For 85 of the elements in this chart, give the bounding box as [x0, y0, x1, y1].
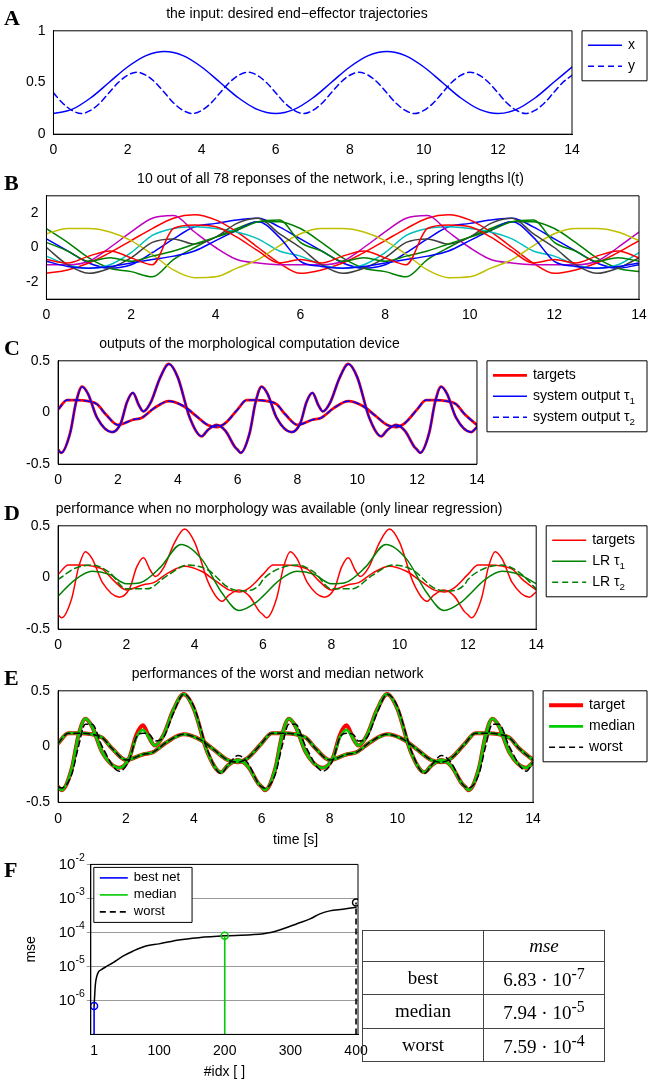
text: 7.94 · 10$^{-5}$ — [503, 998, 585, 1024]
x-tick-label: 4 — [197, 141, 206, 158]
text: B — [4, 169, 19, 195]
x-tick-label: 8 — [325, 809, 334, 826]
x-tick-label: 6 — [233, 471, 242, 488]
x-tick-label: 14 — [525, 809, 542, 826]
x-tick-label: 8 — [293, 471, 302, 488]
y-tick-label: 0 — [37, 125, 46, 142]
y-tick-label: 0 — [42, 568, 51, 585]
x-tick-label: 4 — [189, 809, 198, 826]
x-tick-label: 300 — [278, 1041, 303, 1058]
y-tick-label: -2 — [26, 272, 39, 289]
y-tick-label: -0.5 — [26, 620, 51, 637]
category-label: best — [362, 961, 484, 995]
x-tick-label: 4 — [190, 636, 199, 653]
legend-label: median — [133, 886, 177, 902]
x-tick-label: 12 — [457, 809, 474, 826]
text: mse — [483, 930, 605, 962]
x-tick-label: 1 — [90, 1041, 99, 1058]
y-tick-label: -0.5 — [26, 455, 51, 472]
legend-label: targets — [592, 531, 636, 548]
text: D — [4, 499, 20, 525]
x-tick-label: 6 — [271, 141, 280, 158]
y-tick-label: -0.5 — [26, 793, 51, 810]
y-tick-label: 0.5 — [30, 351, 51, 368]
legend-label: target — [589, 696, 625, 713]
chart-title: performance when no morphology was available (only linear regression) — [55, 500, 503, 517]
category-label: median — [362, 994, 484, 1029]
x-tick-label: 4 — [211, 306, 220, 323]
y-tick-label: 0 — [42, 403, 51, 420]
legend-label: targets — [532, 366, 576, 383]
x-tick-label: 100 — [147, 1041, 171, 1058]
x-tick-label: 2 — [114, 471, 123, 488]
x-tick-label: 14 — [631, 306, 647, 323]
x-tick-label: 2 — [122, 636, 131, 653]
text: F — [4, 856, 18, 882]
x-tick-label: 10 — [416, 141, 432, 158]
x-tick-label: 2 — [123, 141, 132, 158]
x-tick-label: 14 — [469, 471, 485, 488]
x-tick-label: 12 — [546, 306, 563, 323]
x-tick-label: 10 — [391, 636, 408, 653]
x-tick-label: 10 — [349, 471, 366, 488]
legend-label: worst — [588, 738, 623, 755]
legend-label: worst — [132, 903, 166, 919]
x-tick-label: 2 — [122, 809, 131, 826]
chart-title: outputs of the morphological computation device — [99, 335, 400, 352]
y-tick-label: 0 — [42, 737, 51, 754]
x-tick-label: 6 — [259, 636, 268, 653]
x-tick-label: 12 — [460, 636, 476, 653]
y-tick-label: 0.5 — [30, 516, 51, 533]
y-tick-label: 2 — [30, 203, 39, 220]
chart-title: performances of the worst and median network — [131, 665, 425, 682]
x-tick-label: 8 — [345, 141, 354, 158]
x-tick-label: 12 — [490, 141, 506, 158]
text: C — [4, 334, 20, 360]
x-tick-label: 200 — [213, 1041, 237, 1058]
x-tick-label: 2 — [127, 306, 136, 323]
text: E — [4, 664, 19, 690]
x-tick-label: 8 — [327, 636, 336, 653]
text: 6.83 · 10$^{-7}$ — [503, 965, 585, 991]
chart-title: 10 out of all 78 reponses of the network, i.e., spring lengths l(t) — [137, 170, 524, 187]
category-label: worst — [401, 1033, 445, 1055]
legend-label: x — [628, 36, 635, 53]
y-tick-label: 0.5 — [25, 73, 46, 90]
legend-label: y — [628, 57, 635, 74]
text: A — [4, 4, 20, 30]
legend-label: best net — [133, 869, 181, 885]
text: 7.59 · 10$^{-4}$ — [503, 1031, 585, 1057]
x-tick-label: 10 — [389, 809, 406, 826]
x-axis-title: time [s] — [273, 831, 319, 848]
x-tick-label: 4 — [173, 471, 182, 488]
x-tick-label: 14 — [528, 636, 545, 653]
y-tick-label: 0.5 — [30, 681, 51, 698]
chart-title: the input: desired end−effector trajectories — [166, 5, 428, 22]
y-axis-title: mse — [22, 935, 39, 963]
legend-label: median — [589, 717, 635, 734]
x-tick-label: 6 — [257, 809, 266, 826]
x-tick-label: 8 — [381, 306, 390, 323]
x-axis-title: #idx [ ] — [203, 1063, 246, 1080]
x-tick-label: 12 — [409, 471, 426, 488]
y-tick-label: 1 — [37, 21, 46, 38]
x-tick-label: 6 — [296, 306, 305, 323]
y-tick-label: 0 — [30, 238, 39, 255]
x-tick-label: 14 — [564, 141, 580, 158]
x-tick-label: 10 — [461, 306, 478, 323]
